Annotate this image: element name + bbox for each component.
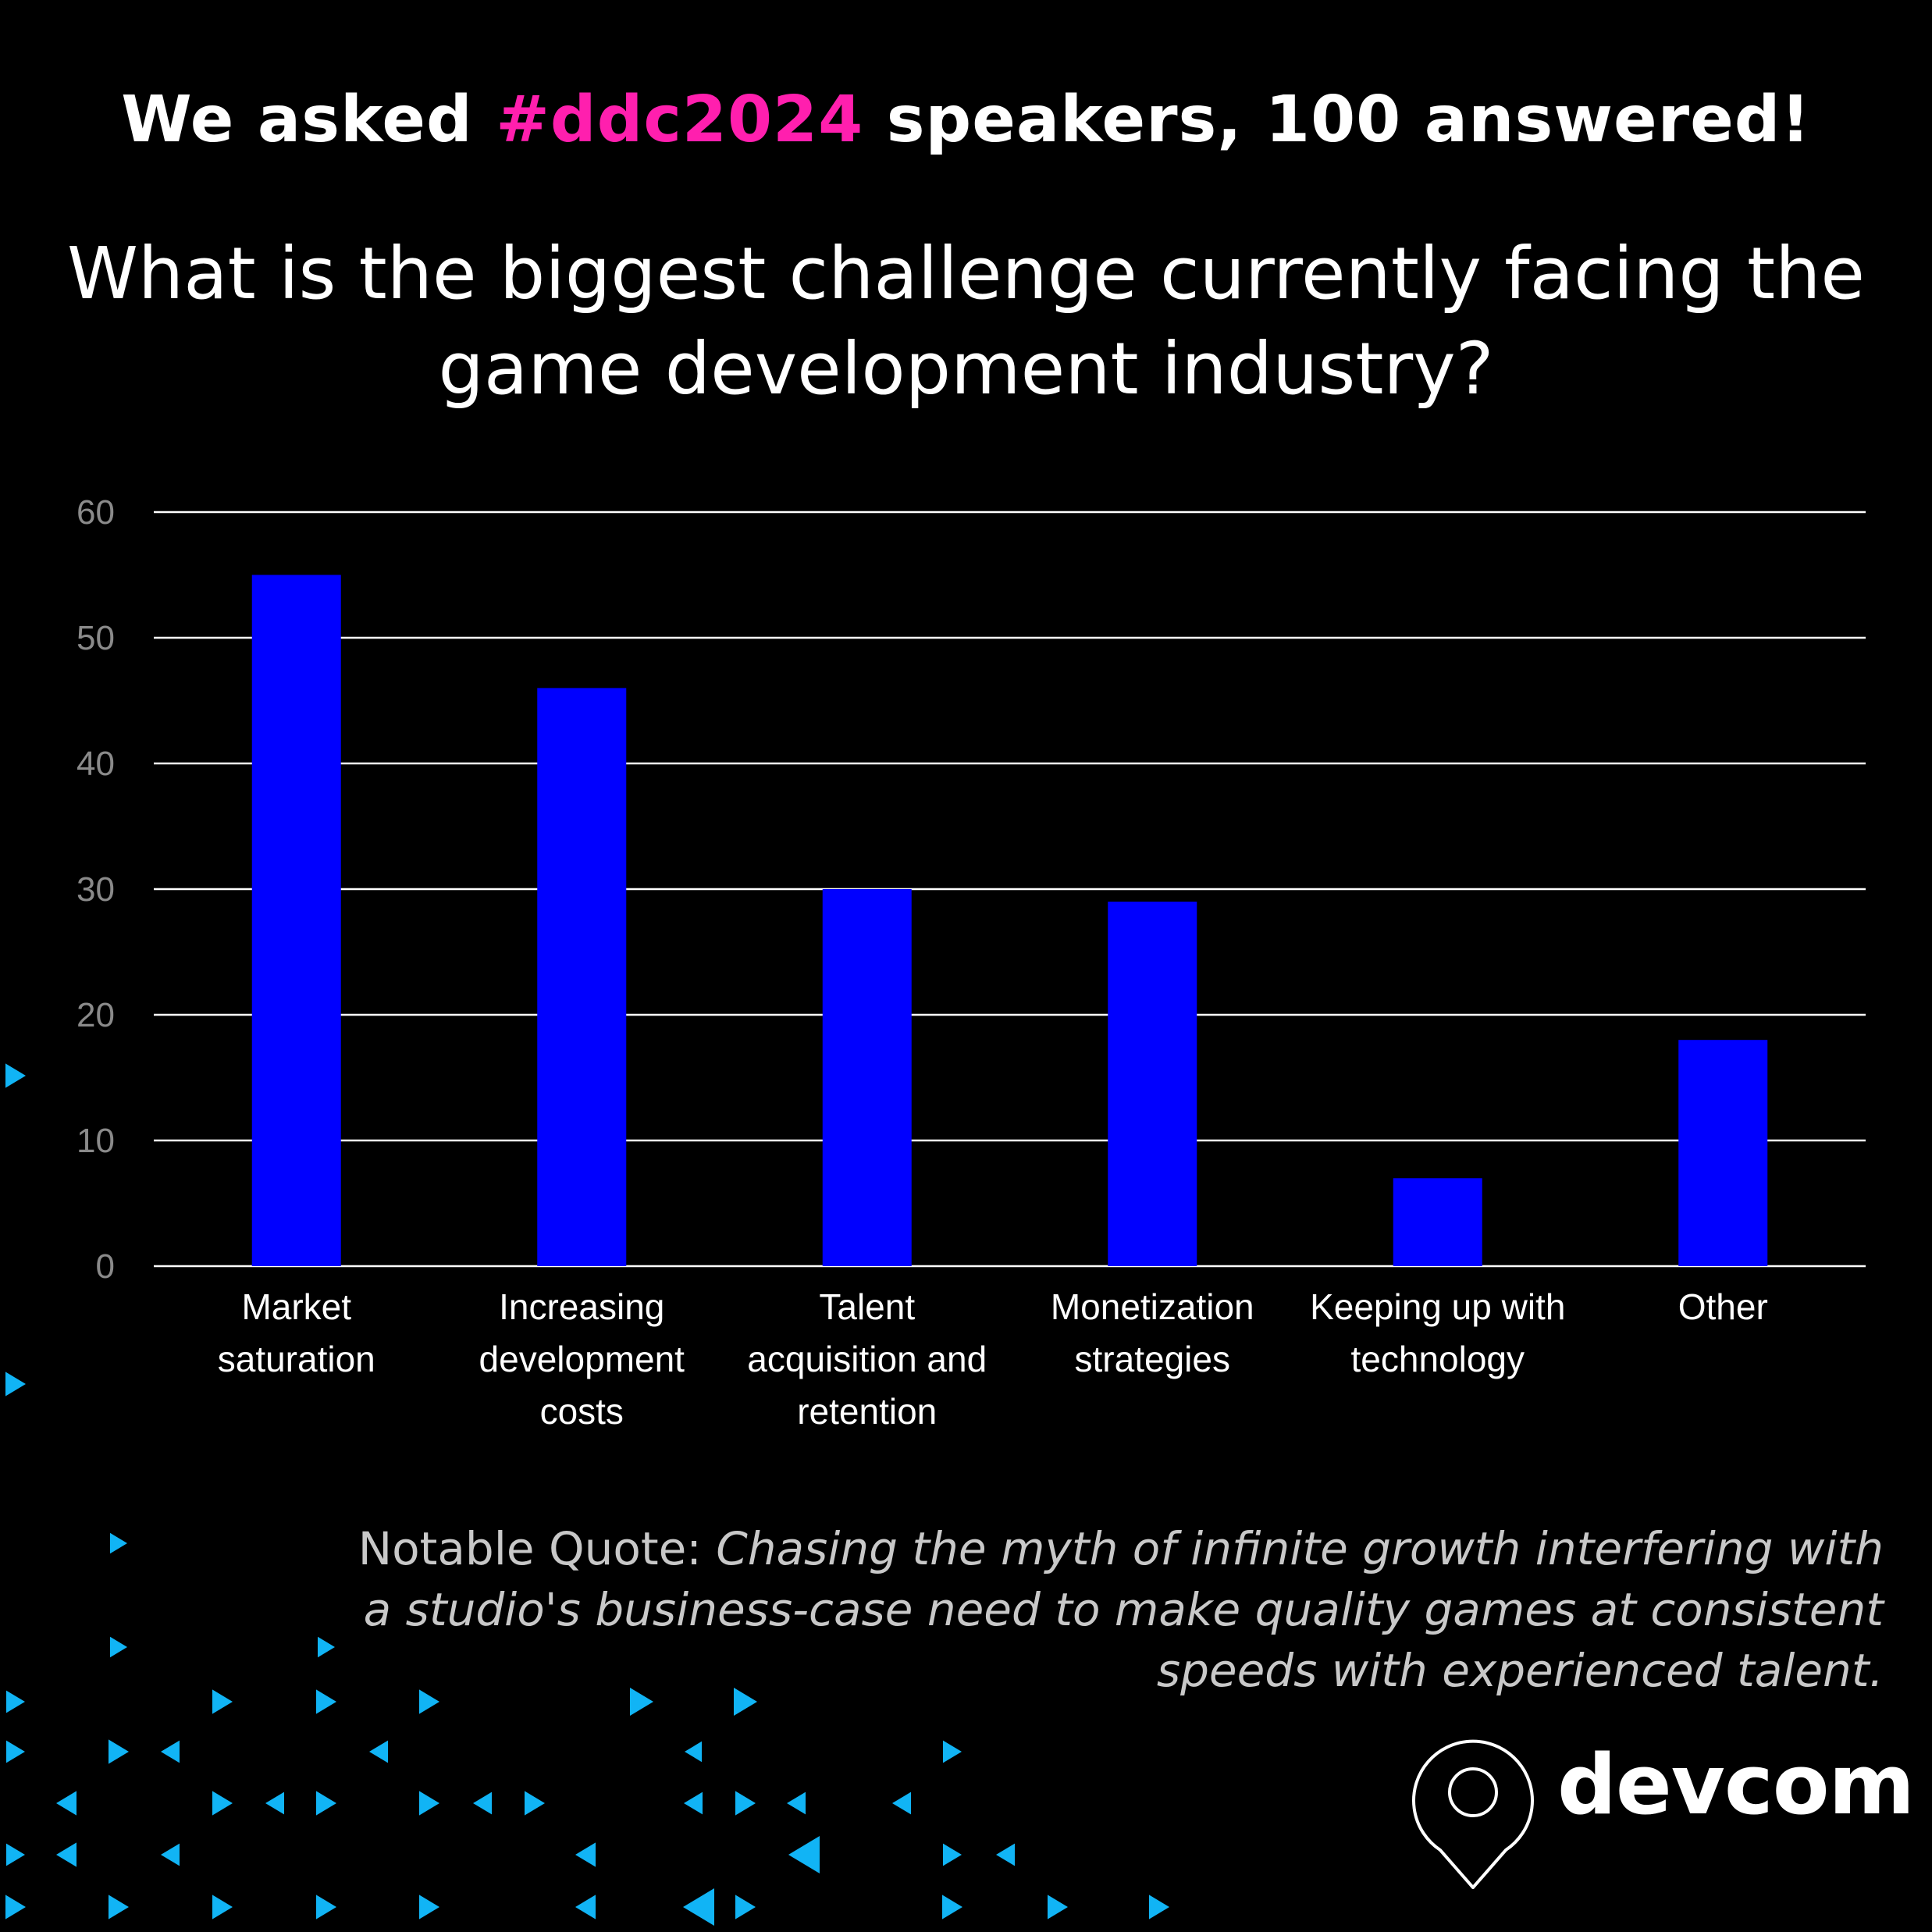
triangle-icon bbox=[6, 1843, 25, 1866]
triangle-icon bbox=[212, 1791, 233, 1816]
x-category-label: Increasing development costs bbox=[479, 1286, 685, 1432]
triangle-icon bbox=[110, 1636, 127, 1658]
triangle-icon bbox=[419, 1895, 439, 1920]
triangle-icon bbox=[1048, 1895, 1068, 1920]
gridlines bbox=[154, 511, 1866, 1268]
triangle-icon bbox=[575, 1895, 596, 1920]
triangle-icon bbox=[685, 1741, 702, 1763]
triangle-icon bbox=[161, 1740, 180, 1763]
triangle-icon bbox=[630, 1688, 653, 1716]
x-category-label: Monetization strategies bbox=[1051, 1286, 1254, 1379]
triangle-icon bbox=[575, 1842, 596, 1867]
triangle-icon bbox=[473, 1791, 492, 1815]
bar bbox=[537, 688, 627, 1266]
y-tick-label: 40 bbox=[76, 745, 115, 783]
y-tick-label: 0 bbox=[96, 1247, 115, 1286]
x-category-label: Keeping up with technology bbox=[1310, 1286, 1565, 1379]
triangle-icon bbox=[1149, 1895, 1169, 1920]
triangle-icon bbox=[109, 1739, 129, 1764]
triangle-icon bbox=[996, 1843, 1015, 1866]
triangle-icon bbox=[942, 1895, 962, 1920]
triangle-icon bbox=[735, 1895, 756, 1920]
triangle-icon bbox=[5, 1372, 26, 1397]
triangle-icon bbox=[6, 1740, 25, 1763]
triangle-icon bbox=[212, 1689, 233, 1714]
triangle-icon bbox=[56, 1842, 76, 1867]
triangle-icon bbox=[734, 1688, 757, 1716]
bar-chart: 0 10 20 30 40 50 60 Market saturation Increasing… bbox=[76, 493, 1866, 1432]
x-category-label: Market saturation bbox=[218, 1286, 375, 1379]
triangle-icon bbox=[525, 1791, 545, 1816]
quote-text: Chasing the myth of infinite growth inte… bbox=[363, 1522, 1884, 1697]
devcom-logo: devcom bbox=[1409, 1733, 1915, 1889]
x-axis-labels: Market saturation Increasing development cos… bbox=[218, 1286, 1768, 1432]
quote-label: Notable Quote: bbox=[358, 1522, 717, 1575]
triangle-icon bbox=[316, 1791, 336, 1816]
headline: We asked #ddc2024 speakers, 100 answered… bbox=[0, 82, 1932, 158]
headline-hashtag: #ddc2024 bbox=[496, 83, 864, 157]
triangle-icon bbox=[56, 1791, 76, 1816]
triangle-icon bbox=[161, 1843, 180, 1866]
triangle-icon bbox=[419, 1689, 439, 1714]
y-tick-label: 60 bbox=[76, 493, 115, 532]
triangle-icon bbox=[5, 1063, 26, 1088]
triangle-icon bbox=[316, 1689, 336, 1714]
triangle-icon bbox=[318, 1636, 335, 1658]
notable-quote: Notable Quote: Chasing the myth of infin… bbox=[322, 1518, 1884, 1701]
devcom-logo-mark-icon bbox=[1412, 1739, 1534, 1889]
x-category-label: Other bbox=[1678, 1286, 1768, 1327]
chart-question: What is the biggest challenge currently … bbox=[66, 232, 1866, 411]
triangle-icon bbox=[212, 1895, 233, 1920]
triangle-icon bbox=[109, 1895, 129, 1920]
triangle-icon bbox=[788, 1836, 820, 1873]
triangle-icon bbox=[265, 1791, 284, 1815]
headline-suffix: speakers, 100 answered! bbox=[863, 83, 1811, 157]
bar bbox=[1678, 1040, 1768, 1266]
bars bbox=[251, 575, 1768, 1266]
y-axis-ticks: 0 10 20 30 40 50 60 bbox=[76, 493, 115, 1286]
triangle-icon bbox=[683, 1888, 714, 1926]
triangle-pattern-icon bbox=[5, 1063, 1169, 1926]
triangle-icon bbox=[6, 1690, 25, 1713]
triangle-icon bbox=[943, 1843, 962, 1866]
triangle-icon bbox=[943, 1740, 962, 1763]
triangle-icon bbox=[110, 1532, 127, 1554]
triangle-icon bbox=[735, 1791, 756, 1816]
y-tick-label: 10 bbox=[76, 1122, 115, 1160]
bar bbox=[1393, 1178, 1482, 1266]
triangle-icon bbox=[5, 1895, 26, 1920]
triangle-icon bbox=[684, 1791, 703, 1815]
y-tick-label: 50 bbox=[76, 619, 115, 657]
triangle-icon bbox=[316, 1895, 336, 1920]
bar bbox=[1108, 902, 1197, 1266]
bar bbox=[251, 575, 341, 1266]
triangle-icon bbox=[369, 1740, 388, 1763]
y-tick-label: 20 bbox=[76, 996, 115, 1034]
x-category-label: Talent acquisition and retention bbox=[747, 1286, 987, 1432]
y-tick-label: 30 bbox=[76, 870, 115, 909]
triangle-icon bbox=[892, 1791, 911, 1815]
triangle-icon bbox=[787, 1791, 806, 1815]
triangle-icon bbox=[419, 1791, 439, 1816]
devcom-logo-text: devcom bbox=[1557, 1737, 1915, 1833]
headline-prefix: We asked bbox=[121, 83, 496, 157]
bar bbox=[822, 889, 912, 1266]
